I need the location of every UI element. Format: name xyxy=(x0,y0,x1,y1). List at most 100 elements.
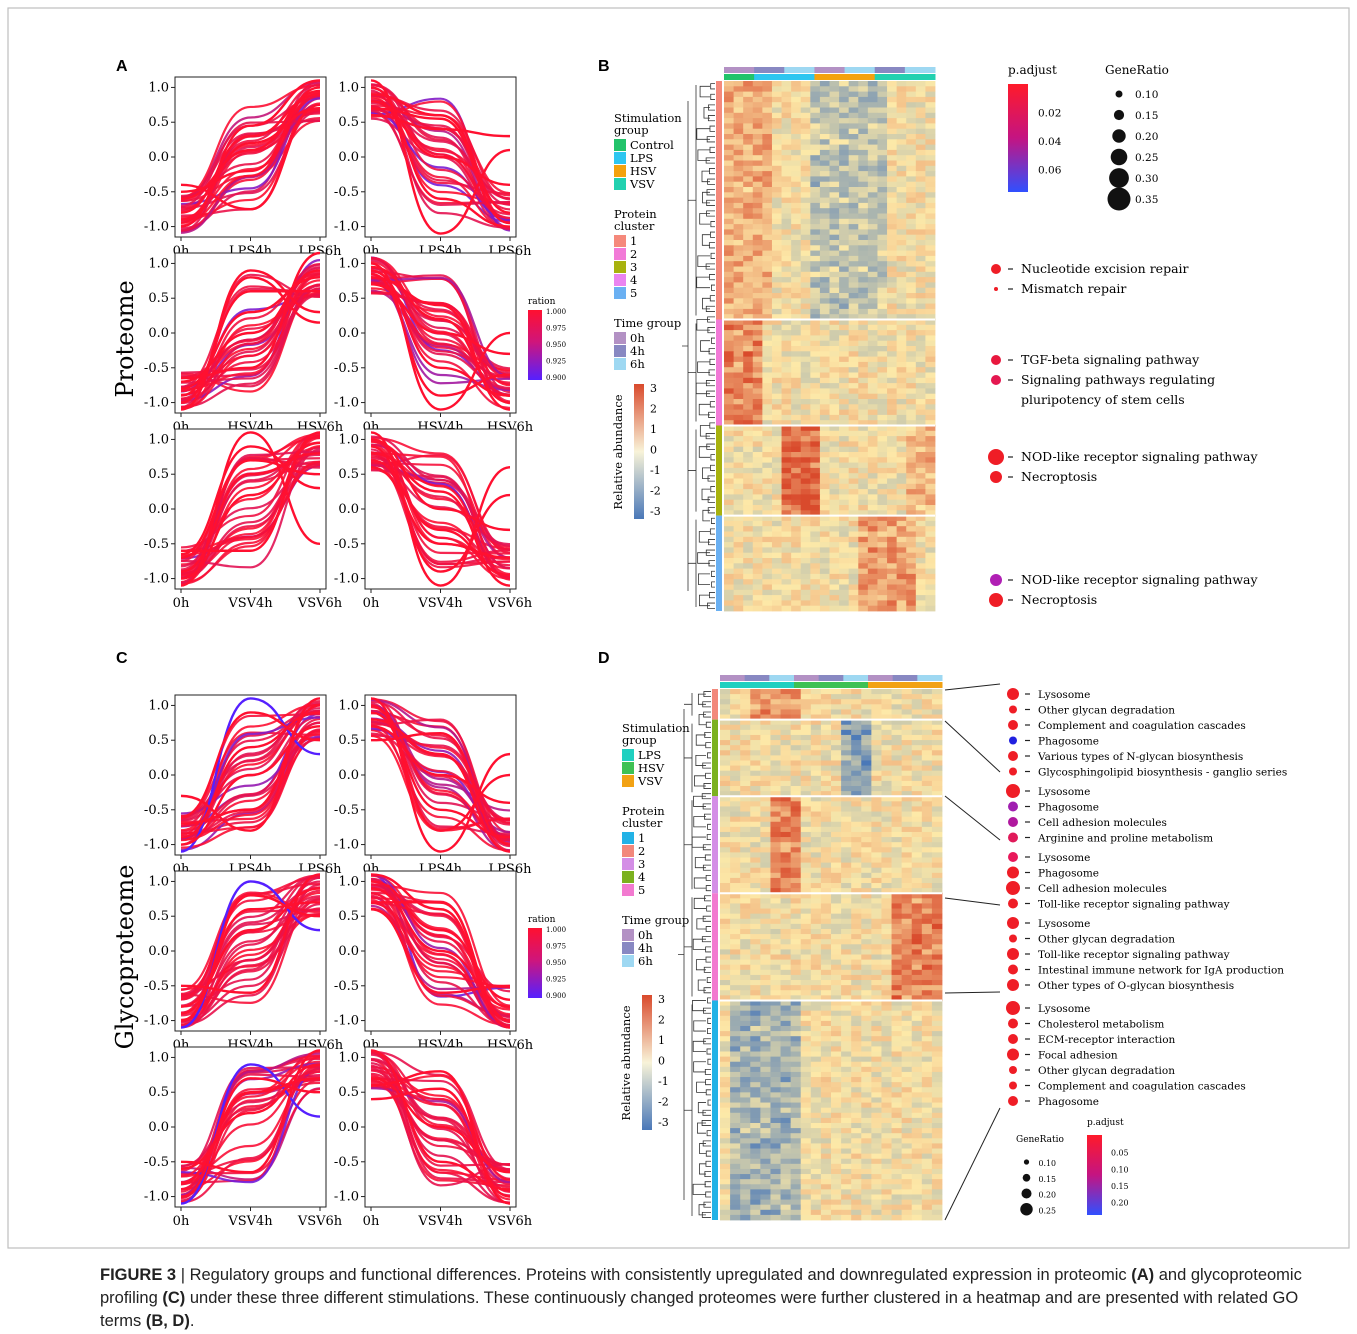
enrichment-dot xyxy=(994,287,998,291)
heatmap-cell xyxy=(770,1102,781,1109)
heatmap-cell xyxy=(743,240,754,246)
heatmap-cell xyxy=(891,1087,903,1093)
heatmap-cell xyxy=(896,277,907,283)
heatmap-cell xyxy=(730,765,741,772)
heatmap-cell xyxy=(730,780,741,787)
heatmap-cell xyxy=(819,361,830,368)
heatmap-cell xyxy=(752,277,763,283)
legend-swatch xyxy=(614,248,626,260)
heatmap-cell xyxy=(841,944,852,950)
enrichment-dot xyxy=(990,574,1002,586)
heatmap-cell xyxy=(861,1117,872,1124)
heatmap-cell xyxy=(791,584,802,591)
heatmap-cell xyxy=(881,1056,892,1063)
heatmap-cell xyxy=(848,563,859,569)
heatmap-cell xyxy=(790,1107,802,1114)
legend-swatch xyxy=(614,332,626,344)
heatmap-cell xyxy=(901,775,913,782)
heatmap-cell xyxy=(733,144,744,151)
heatmap-cell xyxy=(770,709,781,715)
heatmap-cell xyxy=(810,704,822,710)
heatmap-cell xyxy=(733,277,744,283)
heatmap-cell xyxy=(791,515,802,522)
heatmap-cell xyxy=(841,1031,852,1037)
heatmap-cell xyxy=(881,908,892,915)
heatmap-cell xyxy=(771,584,782,591)
heatmap-cell xyxy=(771,245,782,251)
heatmap-cell xyxy=(861,980,872,986)
heatmap-cell xyxy=(861,1148,872,1155)
heatmap-cell xyxy=(851,954,862,961)
series-line xyxy=(370,704,511,832)
heatmap-cell xyxy=(848,388,859,395)
y-tick-label: 1.0 xyxy=(148,432,169,447)
heatmap-cell xyxy=(800,483,811,490)
heatmap-cell xyxy=(781,271,792,278)
abundance-tick-label: -2 xyxy=(650,485,661,498)
heatmap-cell xyxy=(820,1143,832,1149)
heatmap-cell xyxy=(921,893,933,899)
heatmap-cell xyxy=(791,351,802,357)
heatmap-cell xyxy=(867,372,878,379)
heatmap-cell xyxy=(841,847,852,853)
heatmap-cell xyxy=(720,831,731,838)
heatmap-cell xyxy=(867,134,878,140)
heatmap-cell xyxy=(925,245,936,251)
heatmap-cell xyxy=(781,356,792,363)
y-tick-label: 0.0 xyxy=(148,502,169,517)
heatmap-cell xyxy=(887,324,898,331)
heatmap-cell xyxy=(867,510,878,516)
heatmap-cell xyxy=(743,208,754,214)
heatmap-cell xyxy=(780,1056,792,1063)
heatmap-cell xyxy=(887,171,898,177)
heatmap-cell xyxy=(877,409,888,416)
heatmap-cell xyxy=(791,462,802,469)
heatmap-cell xyxy=(730,1061,741,1068)
heatmap-cell xyxy=(871,770,882,777)
heatmap-cell xyxy=(771,324,782,331)
heatmap-cell xyxy=(839,308,850,315)
heatmap-cell xyxy=(730,745,741,751)
heatmap-cell xyxy=(911,898,923,904)
heatmap-cell xyxy=(911,918,923,925)
heatmap-cell xyxy=(771,430,782,437)
heatmap-cell xyxy=(810,734,822,741)
heatmap-cell xyxy=(925,324,936,331)
heatmap-cell xyxy=(829,542,840,548)
heatmap-cell xyxy=(921,888,933,894)
legend-swatch xyxy=(614,274,626,286)
heatmap-cell xyxy=(925,287,936,294)
heatmap-cell xyxy=(743,165,754,172)
heatmap-cell xyxy=(901,842,913,848)
heatmap-cell xyxy=(730,913,741,920)
heatmap-cell xyxy=(819,510,830,516)
heatmap-cell xyxy=(911,1087,923,1093)
heatmap-cell xyxy=(730,1077,741,1083)
heatmap-cell xyxy=(931,694,943,700)
heatmap-cell xyxy=(730,760,741,766)
heatmap-cell xyxy=(841,959,852,966)
heatmap-cell xyxy=(724,218,734,225)
heatmap-cell xyxy=(871,944,882,950)
heatmap-cell xyxy=(752,234,763,241)
heatmap-cell xyxy=(781,520,792,527)
heatmap-cell xyxy=(877,515,888,522)
heatmap-cell xyxy=(733,123,744,130)
heatmap-cell xyxy=(730,1153,741,1160)
heatmap-cell xyxy=(780,1061,792,1068)
heatmap-cell xyxy=(867,213,878,220)
heatmap-cell xyxy=(740,959,751,966)
heatmap-cell xyxy=(858,303,869,310)
heatmap-cell xyxy=(861,734,872,741)
heatmap-cell xyxy=(791,319,802,326)
heatmap-cell xyxy=(831,939,842,945)
heatmap-cell xyxy=(743,361,754,368)
heatmap-cell xyxy=(906,377,917,384)
heatmap-cell xyxy=(931,1051,943,1058)
heatmap-cell xyxy=(887,563,898,569)
heatmap-cell xyxy=(839,414,850,421)
heatmap-cell xyxy=(881,1087,892,1093)
heatmap-cell xyxy=(820,689,832,695)
heatmap-cell xyxy=(743,446,754,453)
heatmap-cell xyxy=(881,969,892,976)
